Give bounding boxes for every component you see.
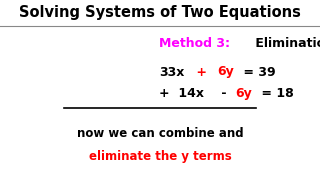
Text: 33x: 33x [159, 66, 185, 78]
Text: 6y: 6y [217, 66, 234, 78]
Text: 6y: 6y [235, 87, 252, 100]
Text: now we can combine and: now we can combine and [77, 127, 243, 140]
Text: Method 3:: Method 3: [159, 37, 230, 50]
Text: +: + [192, 66, 212, 78]
Text: Elimination: Elimination [251, 37, 320, 50]
Text: -: - [217, 87, 231, 100]
Text: Solving Systems of Two Equations: Solving Systems of Two Equations [19, 5, 301, 20]
Text: = 39: = 39 [239, 66, 275, 78]
Text: eliminate the y terms: eliminate the y terms [89, 150, 231, 163]
Text: = 18: = 18 [257, 87, 294, 100]
Text: +  14x: + 14x [159, 87, 204, 100]
